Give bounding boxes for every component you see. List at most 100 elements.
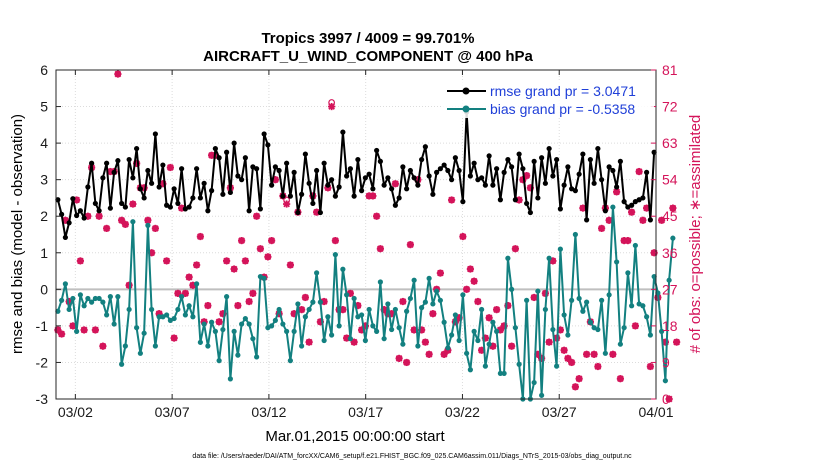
obs-star-stroke — [95, 212, 103, 220]
bias-point — [561, 312, 567, 318]
obs-star-stroke — [530, 294, 538, 301]
rmse-point — [70, 196, 76, 202]
bias-point — [569, 297, 575, 303]
bias-point — [269, 323, 275, 329]
obs-assimilated-point — [181, 289, 189, 297]
obs-star-stroke — [215, 318, 223, 326]
rmse-point — [314, 167, 320, 174]
rmse-point — [276, 167, 282, 174]
obs-star-stroke — [422, 338, 429, 346]
rmse-point — [224, 149, 230, 155]
bias-point — [242, 315, 248, 322]
bias-point — [231, 328, 237, 334]
rmse-point — [591, 180, 597, 186]
rmse-point — [96, 208, 102, 214]
rmse-point — [325, 182, 331, 188]
obs-star-stroke — [639, 216, 647, 224]
bias-point — [524, 297, 530, 303]
rmse-point — [647, 217, 653, 223]
bias-point — [126, 306, 132, 313]
obs-star-stroke — [609, 350, 617, 358]
rmse-point — [299, 191, 305, 197]
obs-star-stroke — [73, 196, 80, 204]
rmse-point — [152, 131, 158, 137]
y2-tick-label: 63 — [662, 135, 678, 151]
obs-star-stroke — [572, 383, 579, 391]
rmse-point — [302, 151, 308, 157]
obs-star-stroke — [204, 302, 212, 309]
rmse-point — [542, 180, 548, 186]
bias-point — [392, 306, 398, 313]
bias-point — [670, 235, 676, 241]
legend: rmse grand pr = 3.0471 bias grand pr = -… — [442, 80, 654, 118]
obs-assimilated-point — [103, 224, 111, 233]
obs-assimilated-point — [234, 301, 242, 310]
obs-star-stroke — [283, 200, 290, 208]
rmse-point — [486, 153, 492, 159]
rmse-point — [497, 197, 503, 203]
obs-star-stroke — [448, 196, 455, 204]
obs-assimilated-point — [238, 236, 246, 245]
obs-star-stroke — [579, 204, 587, 212]
rmse-point — [269, 182, 275, 188]
bias-point — [437, 297, 443, 303]
rmse-point — [111, 169, 117, 175]
rmse-point — [437, 166, 443, 172]
rmse-point — [520, 166, 526, 172]
bias-point — [332, 252, 338, 258]
obs-assimilated-point — [616, 375, 624, 383]
obs-star-stroke — [350, 338, 358, 346]
y2-tick-label: 36 — [662, 245, 678, 261]
rmse-point — [584, 217, 590, 223]
bias-point — [599, 297, 605, 303]
obs-assimilated-point — [609, 350, 617, 358]
rmse-point — [505, 156, 511, 163]
obs-star-stroke — [178, 204, 185, 212]
bias-point — [430, 301, 436, 307]
rmse-point — [167, 204, 173, 210]
obs-star-stroke — [223, 257, 230, 265]
rmse-point — [137, 186, 143, 192]
rmse-point — [456, 167, 462, 174]
bias-point — [96, 295, 102, 302]
rmse-point — [107, 205, 113, 211]
rmse-point — [179, 166, 185, 172]
rmse-point — [149, 180, 155, 186]
bias-point — [314, 270, 320, 276]
bias-point — [572, 231, 578, 238]
rmse-point — [265, 142, 271, 148]
bias-point — [362, 337, 368, 344]
obs-assimilated-point — [646, 362, 654, 371]
bias-point — [201, 321, 207, 327]
obs-assimilated-point — [129, 200, 137, 208]
obs-assimilated-point — [95, 212, 103, 220]
obs-star-stroke — [598, 225, 605, 232]
bias-point — [471, 328, 477, 334]
x-axis-label: Mar.01,2015 00:00:00 start — [265, 428, 445, 445]
rmse-point — [565, 164, 571, 170]
rmse-point — [516, 151, 522, 157]
obs-star-stroke — [425, 350, 433, 358]
rmse-point — [471, 160, 477, 166]
bias-point — [115, 294, 121, 300]
obs-star-stroke — [302, 294, 309, 301]
rmse-point — [385, 175, 391, 181]
obs-star-stroke — [635, 168, 643, 175]
y2-tick-label: 9 — [662, 354, 670, 370]
bias-point — [377, 279, 383, 285]
rmse-point — [55, 197, 61, 203]
obs-star-stroke — [590, 350, 598, 358]
bias-point — [587, 319, 593, 325]
rmse-point — [126, 156, 132, 163]
bias-point — [190, 314, 196, 320]
bias-point — [134, 325, 140, 331]
obs-assimilated-point — [301, 293, 309, 302]
bias-point — [407, 295, 413, 302]
bias-point — [111, 321, 117, 327]
bias-point — [655, 290, 661, 296]
obs-star-stroke — [92, 326, 99, 334]
obs-star-stroke — [328, 103, 335, 110]
bias-point — [666, 277, 672, 283]
obs-assimilated-point — [170, 334, 178, 342]
y2-tick-label: 0 — [662, 391, 670, 407]
